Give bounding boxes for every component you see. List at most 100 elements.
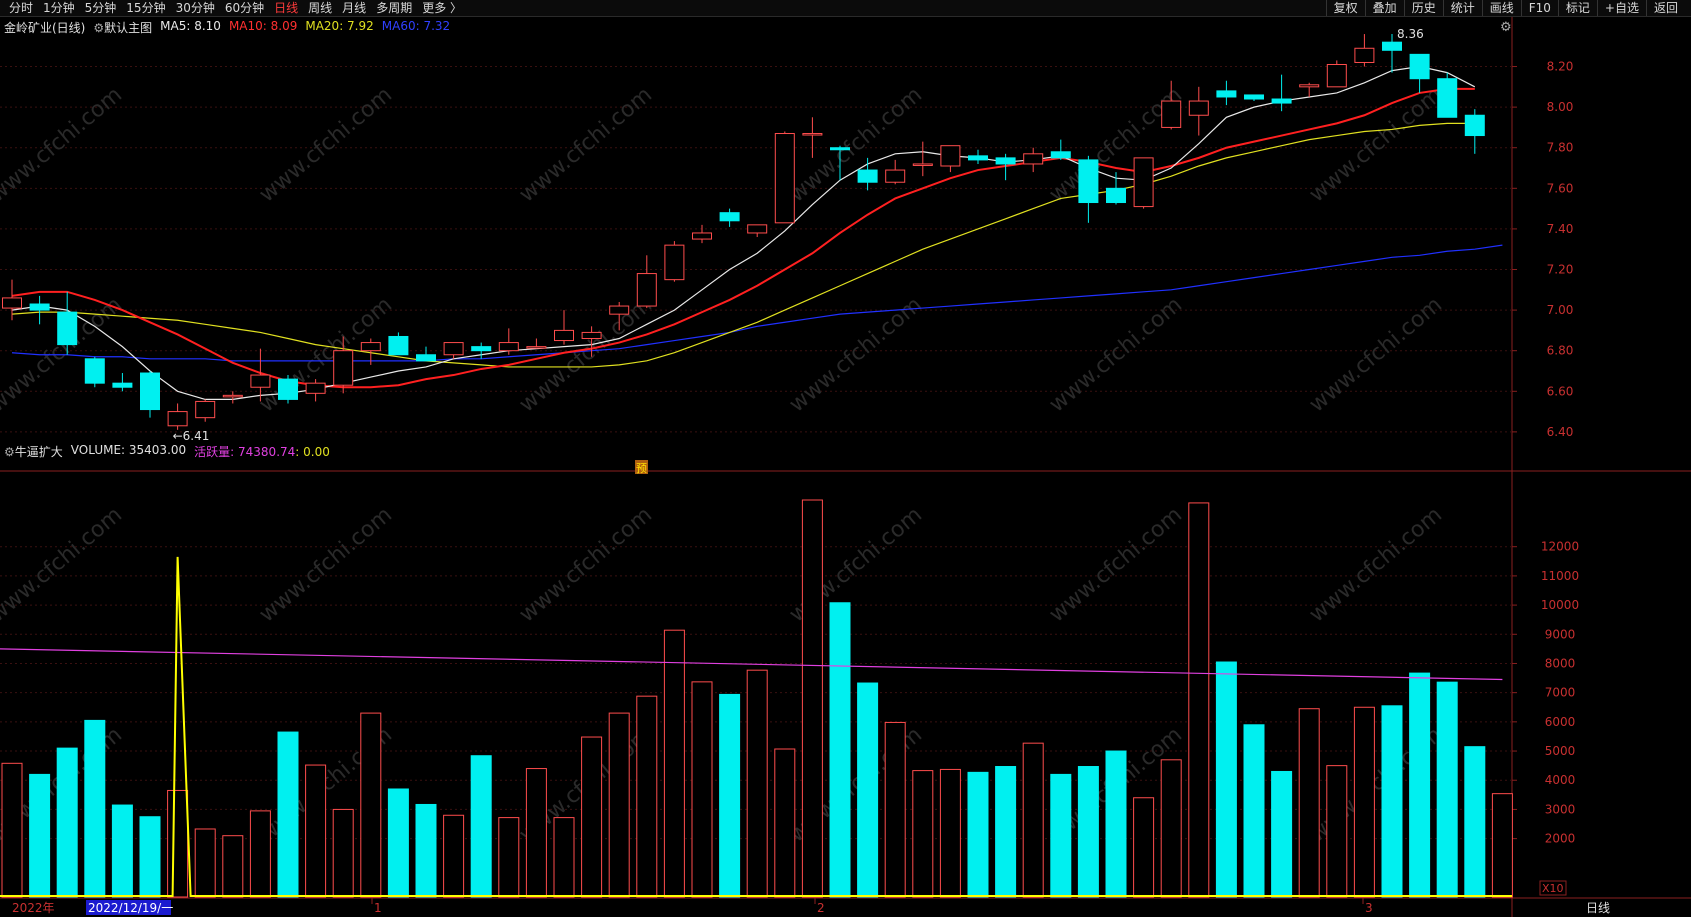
volume-bar (332, 808, 354, 898)
volume-bar (857, 682, 879, 898)
volume-bar (553, 817, 575, 898)
candlestick (29, 295, 50, 325)
month-label: 2 (817, 901, 825, 915)
candlestick (830, 145, 850, 181)
volume-bar (1050, 773, 1072, 898)
ma10-value: MA10: 8.09 (228, 19, 298, 33)
price-tick-label: 7.40 (1547, 222, 1574, 236)
candle-body (84, 358, 105, 384)
toolbar-button[interactable]: 复权 (1325, 0, 1365, 16)
volume-bar (1133, 797, 1155, 898)
toolbar: 分时 1分钟 5分钟 15分钟 30分钟 60分钟 日线 周线 月线 多周期 更多 〉 复权 叠加 历史… (0, 0, 1691, 17)
watermark-text: www.cfchi.com (0, 82, 127, 207)
toolbar-button[interactable]: 叠加 (1364, 0, 1404, 16)
toolbar-button[interactable]: +自选 (1596, 0, 1646, 16)
kline-chart[interactable]: 8.20 8.00 7.80 7.60 7.40 7.20 7.00 6.80 6.60 6.40… (0, 17, 1691, 917)
signal-line (0, 556, 1512, 897)
candlestick (968, 149, 988, 164)
volume-tick-label: 11000 (1541, 569, 1579, 583)
watermark-text: www.cfchi.com (1305, 502, 1447, 627)
candle-body (1078, 159, 1099, 204)
candlestick (636, 255, 657, 309)
toolbar-button[interactable]: 标记 (1557, 0, 1597, 16)
toolbar-actions: 复权 叠加 历史 统计 画线 F10 标记 +自选 返回 (1325, 0, 1685, 16)
candlestick (1409, 53, 1430, 93)
volume-value: VOLUME: 35403.00 (70, 443, 187, 457)
ma60-line (11, 244, 1503, 362)
watermark-text: www.cfchi.com (515, 82, 657, 207)
volume-bar (415, 803, 437, 898)
toolbar-button[interactable]: F10 (1520, 0, 1558, 16)
watermark-text: www.cfchi.com (1305, 292, 1447, 417)
candle-body (554, 329, 574, 342)
candlestick (526, 338, 547, 349)
period-tab[interactable]: 月线 (342, 1, 367, 15)
period-tab[interactable]: 分时 (9, 1, 34, 15)
period-tab[interactable]: 多周期 (376, 1, 413, 15)
volume-bar (443, 814, 465, 898)
period-tab[interactable]: 周线 (308, 1, 333, 15)
volume-bar (663, 629, 685, 898)
settings-gear-icon[interactable]: ⚙ (1500, 20, 1512, 35)
volume-bar (719, 693, 741, 898)
period-tab[interactable]: 日线 (274, 1, 299, 15)
period-tab[interactable]: 更多 〉 (422, 1, 463, 15)
candle-body (802, 133, 823, 136)
period-tab[interactable]: 60分钟 (224, 1, 265, 15)
volume-bar (249, 810, 271, 898)
volume-tick-label: 6000 (1545, 715, 1576, 729)
candle-body (692, 232, 712, 240)
main-legend: 金岭矿业(日线) ⚙ 默认主图 MA5: 8.10 MA10: 8.09 MA2… (4, 19, 450, 36)
period-label: 日线 (1586, 901, 1610, 915)
candle-body (443, 342, 464, 356)
volume-bar (581, 736, 603, 898)
candlestick (1437, 72, 1458, 118)
volume-unit-box (1539, 880, 1567, 896)
template-name[interactable]: ⚙ 默认主图 (93, 19, 152, 36)
forecast-marker-box (635, 460, 648, 474)
candlestick (1078, 155, 1099, 223)
candle-body (1354, 47, 1375, 63)
indicator-name[interactable]: ⚙ 牛逼扩大 (4, 443, 63, 460)
candle-body (1409, 53, 1430, 80)
price-tick-label: 6.80 (1547, 344, 1574, 358)
candle-body (774, 133, 795, 224)
price-tick-label: 7.80 (1547, 141, 1574, 155)
candlestick (995, 153, 1016, 181)
candlestick (222, 391, 243, 404)
watermark-text: www.cfchi.com (1305, 82, 1447, 207)
toolbar-button[interactable]: 返回 (1645, 0, 1685, 16)
gear-icon[interactable]: ⚙ (93, 21, 105, 35)
volume-bar (1491, 793, 1513, 898)
candle-body (222, 394, 243, 398)
candlestick (1354, 34, 1375, 67)
candle-body (388, 335, 409, 356)
candle-body (333, 350, 354, 386)
candle-body (250, 374, 271, 388)
candle-body (1299, 84, 1320, 88)
candle-body (305, 382, 326, 394)
candle-body (112, 382, 133, 388)
template-label: 默认主图 (104, 21, 153, 35)
period-tab[interactable]: 15分钟 (126, 1, 166, 15)
cursor-date-box (86, 900, 171, 915)
volume-bar (498, 817, 520, 898)
toolbar-button[interactable]: 历史 (1403, 0, 1443, 16)
volume-legend: ⚙ 牛逼扩大 VOLUME: 35403.00 活跃量: 74380.74: 0… (4, 443, 330, 460)
candlestick (1299, 82, 1320, 97)
stock-name[interactable]: 金岭矿业(日线) (4, 21, 86, 35)
volume-bar (939, 768, 961, 898)
volume-bar (912, 770, 934, 898)
watermark-text: www.cfchi.com (785, 292, 927, 417)
gear-icon[interactable]: ⚙ (4, 445, 15, 459)
period-tab[interactable]: 5分钟 (84, 1, 117, 15)
volume-bar (1381, 705, 1403, 898)
toolbar-button[interactable]: 统计 (1442, 0, 1482, 16)
period-tab[interactable]: 30分钟 (175, 1, 215, 15)
volume-tick-label: 12000 (1541, 540, 1579, 554)
volume-bar (84, 719, 106, 898)
toolbar-button[interactable]: 画线 (1481, 0, 1521, 16)
candle-body (498, 342, 519, 352)
period-tab[interactable]: 1分钟 (43, 1, 75, 15)
active-value: 活跃量: 74380.74 (194, 445, 296, 459)
